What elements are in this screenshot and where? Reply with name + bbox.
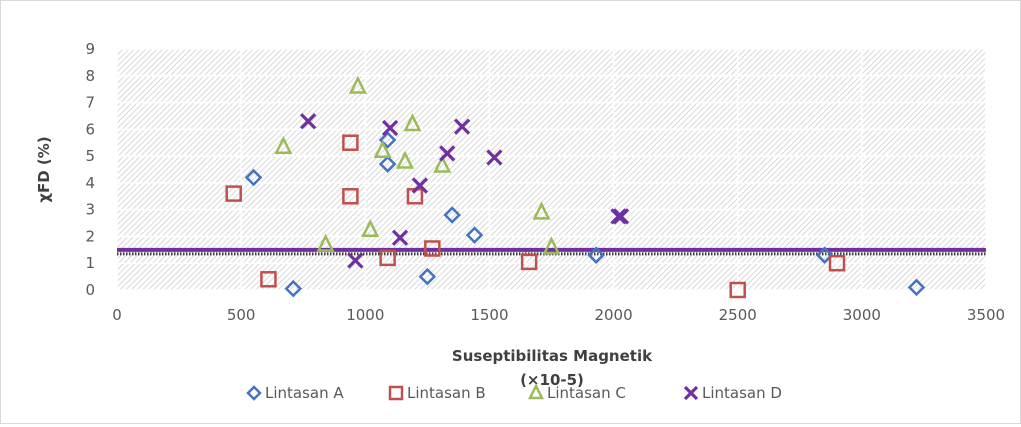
legend-label: Lintasan B [407, 384, 486, 402]
point-triangle [316, 233, 335, 252]
y-tick-label: 2 [85, 227, 95, 245]
x-tick-label: 500 [227, 306, 256, 324]
legend-label: Lintasan A [265, 384, 344, 402]
point-x [347, 252, 364, 269]
point-x [411, 177, 429, 194]
data-points [225, 75, 926, 299]
point-square [225, 185, 242, 202]
legend-marker-x [683, 385, 699, 401]
point-x [453, 118, 471, 135]
y-tick-label: 5 [85, 147, 95, 165]
y-tick-label: 0 [85, 281, 95, 299]
legend-label: Lintasan C [547, 384, 626, 402]
x-tick-label: 1000 [346, 306, 384, 324]
point-triangle [373, 139, 392, 159]
x-tick-label: 2500 [719, 306, 757, 324]
point-square [729, 281, 746, 299]
y-tick-label: 8 [85, 67, 95, 85]
point-x [486, 149, 503, 166]
point-diamond [378, 131, 397, 149]
point-triangle [361, 218, 380, 237]
point-triangle [395, 150, 415, 169]
point-diamond [443, 206, 461, 224]
y-tick-label: 1 [85, 254, 95, 272]
point-square [260, 271, 277, 288]
x-tick-label: 3500 [967, 306, 1005, 324]
point-diamond [378, 155, 397, 173]
point-diamond [418, 267, 437, 286]
legend-marker-triangle [527, 383, 545, 400]
y-axis-label: χFD (%) [35, 136, 53, 202]
reference-lines [117, 247, 986, 256]
point-triangle [433, 154, 452, 173]
point-diamond [815, 246, 834, 264]
x-tick-label: 1500 [470, 306, 508, 324]
point-triangle [542, 236, 561, 255]
point-triangle [348, 75, 367, 94]
point-x [612, 208, 630, 225]
point-square [828, 254, 846, 272]
legend: Lintasan A Lintasan B Lintasan C Lintasan D [246, 383, 782, 402]
point-diamond [587, 246, 605, 264]
legend-label: Lintasan D [702, 384, 782, 402]
point-diamond [284, 279, 303, 298]
point-diamond [244, 168, 263, 187]
point-x [439, 145, 456, 162]
point-triangle [532, 201, 551, 220]
y-tick-label: 9 [85, 40, 95, 58]
point-x [300, 113, 317, 130]
legend-marker-diamond [246, 385, 262, 401]
point-square [342, 188, 359, 205]
point-triangle [403, 113, 422, 132]
point-x [391, 229, 409, 246]
y-tick-label: 4 [85, 174, 95, 192]
point-x [610, 208, 627, 225]
point-diamond [907, 278, 926, 297]
y-tick-label: 3 [85, 201, 95, 219]
tick-labels: 0 1 2 3 4 5 6 7 8 9 0 500 1000 1500 2000 2500 3000 3500 [85, 40, 1005, 324]
x-tick-label: 0 [112, 306, 122, 324]
x-axis-label: Suseptibilitas Magnetik [452, 347, 653, 365]
x-tick-label: 2000 [594, 306, 632, 324]
point-square [424, 240, 441, 257]
point-diamond [465, 226, 484, 244]
legend-marker-square [388, 385, 404, 401]
point-x [381, 119, 399, 137]
point-square [379, 249, 396, 267]
point-square [520, 253, 538, 271]
y-tick-label: 6 [85, 120, 95, 138]
point-triangle [274, 135, 293, 154]
point-square [342, 134, 359, 151]
y-tick-label: 7 [85, 94, 95, 112]
x-tick-label: 3000 [843, 306, 881, 324]
